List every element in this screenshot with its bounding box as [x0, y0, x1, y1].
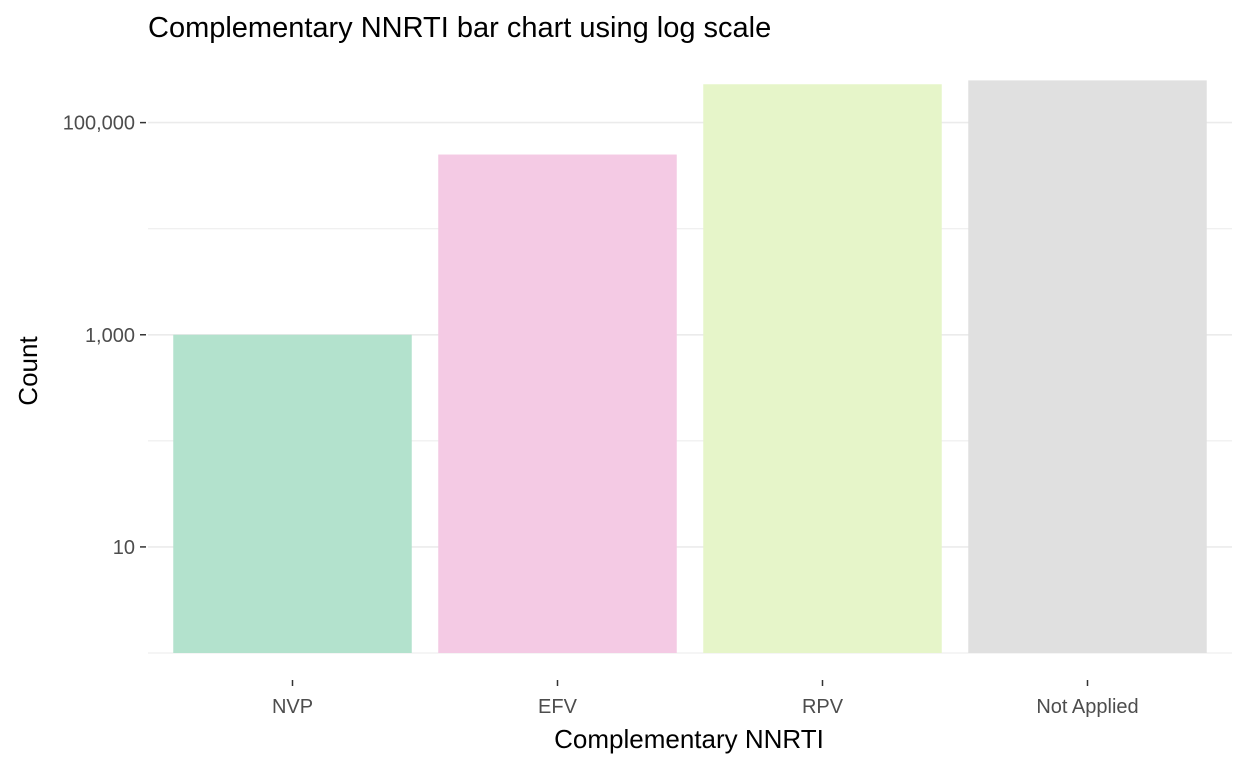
y-axis-title: Count — [13, 336, 43, 406]
x-tick-label: Not Applied — [1036, 696, 1138, 718]
x-axis-title: Complementary NNRTI — [554, 724, 824, 754]
y-tick-label: 10 — [113, 537, 135, 559]
bar-not-applied — [968, 80, 1207, 654]
x-tick-label: NVP — [272, 696, 313, 718]
bars — [173, 80, 1207, 654]
axes: 10 1,000 100,000 NVP EFV RPV Not Applied — [63, 113, 1139, 718]
bar-rpv — [703, 84, 942, 653]
bar-efv — [438, 154, 677, 653]
chart-title: Complementary NNRTI bar chart using log … — [148, 12, 772, 44]
y-tick-label: 100,000 — [63, 113, 135, 135]
x-tick-label: RPV — [802, 696, 844, 718]
bar-nvp — [173, 334, 412, 653]
x-tick-label: EFV — [538, 696, 578, 718]
y-tick-label: 1,000 — [85, 325, 135, 347]
